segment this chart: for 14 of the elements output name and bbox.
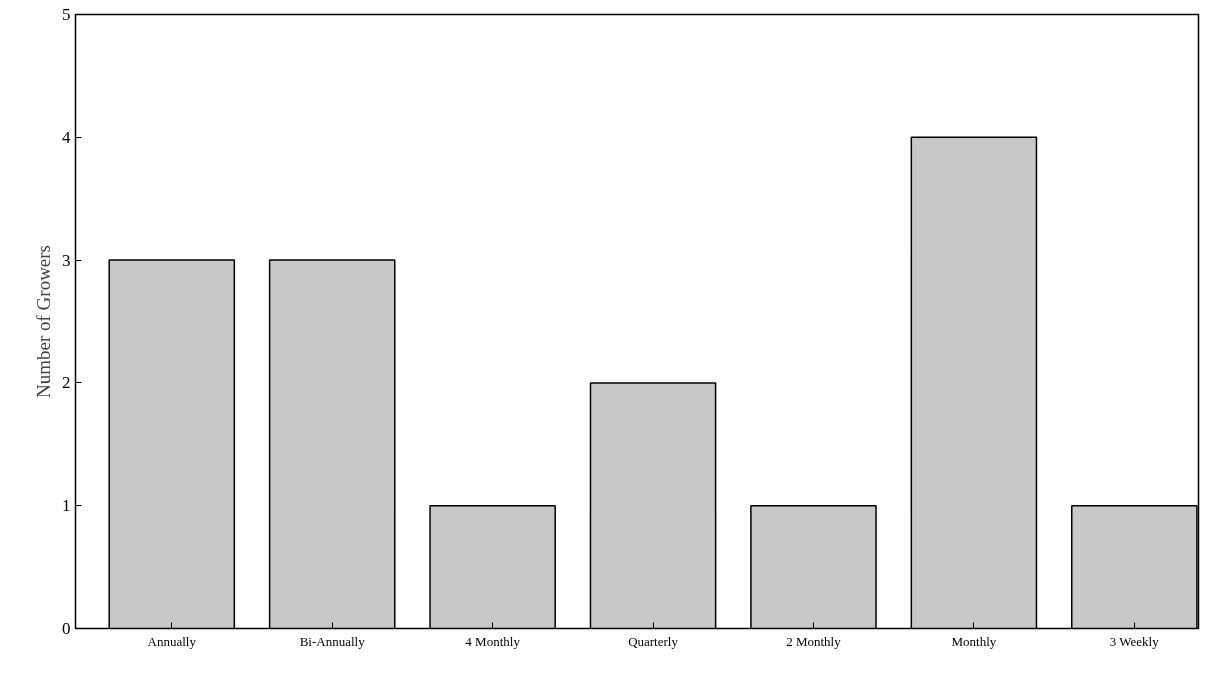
x-tick-label: Monthly: [951, 633, 997, 649]
y-tick-label: 5: [62, 5, 71, 24]
y-axis-title: Number of Growers: [33, 244, 54, 399]
x-tick-label: Annually: [147, 633, 197, 649]
x-tick-label: 3 Weekly: [1109, 633, 1160, 649]
x-tick-label: Bi-Annually: [299, 633, 366, 649]
y-tick-label: 3: [62, 250, 71, 270]
y-tick-label: 2: [62, 373, 71, 393]
x-tick-label: 4 Monthly: [465, 633, 521, 649]
y-tick-label: 4: [62, 127, 71, 147]
x-tick-label: Quarterly: [628, 633, 679, 649]
y-tick-label: 1: [62, 496, 71, 516]
x-tick-label: 2 Monthly: [786, 633, 842, 649]
y-tick-label: 0: [62, 619, 71, 638]
